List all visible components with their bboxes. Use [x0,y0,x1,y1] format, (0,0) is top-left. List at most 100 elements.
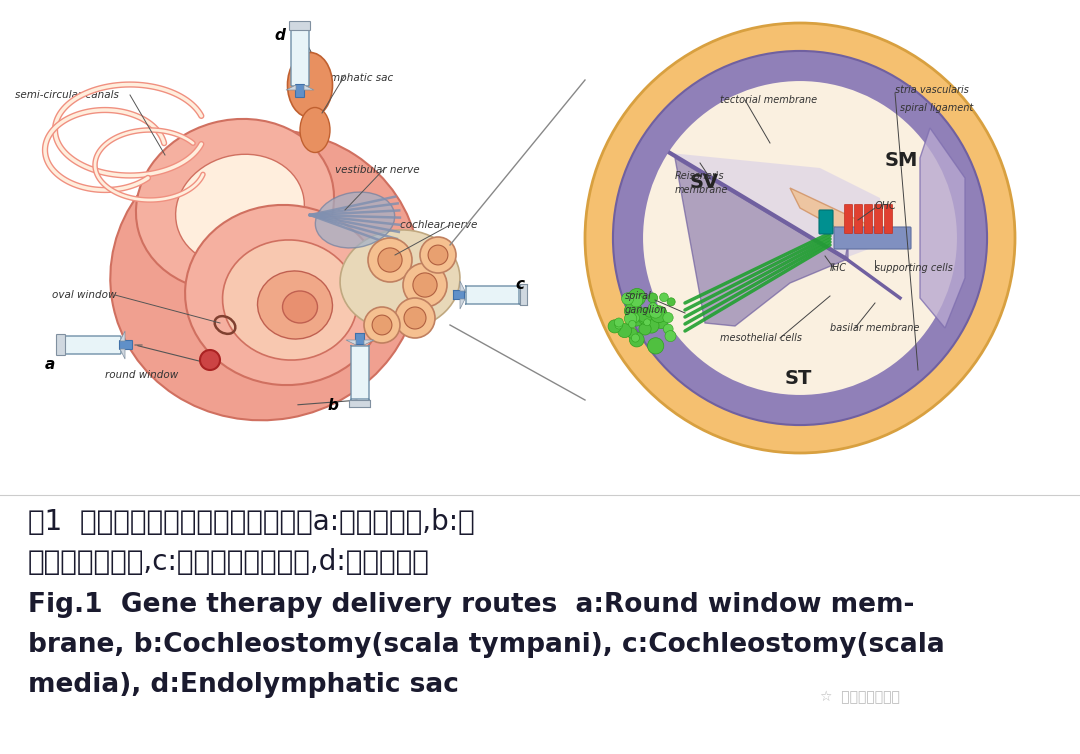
Ellipse shape [315,192,394,248]
Ellipse shape [340,230,460,330]
Circle shape [648,314,659,325]
Circle shape [612,303,629,319]
Text: b: b [327,397,338,412]
Circle shape [200,350,220,370]
Polygon shape [120,331,125,341]
Polygon shape [670,153,885,258]
FancyBboxPatch shape [465,286,519,304]
Circle shape [671,302,685,317]
FancyBboxPatch shape [296,84,305,97]
Circle shape [403,263,447,307]
Ellipse shape [176,155,305,265]
Text: OHC: OHC [875,201,896,211]
Ellipse shape [283,291,318,323]
FancyBboxPatch shape [834,227,912,249]
Ellipse shape [185,205,384,385]
Text: supporting cells: supporting cells [875,263,953,273]
Circle shape [373,315,392,335]
Circle shape [665,331,672,338]
Text: spiral ligament: spiral ligament [900,103,973,113]
Polygon shape [789,188,885,243]
Text: tectorial membrane: tectorial membrane [720,95,818,105]
Polygon shape [364,340,374,345]
Circle shape [637,316,644,322]
Polygon shape [303,85,314,90]
Text: semi-circular canals: semi-circular canals [15,90,119,100]
Circle shape [378,248,402,272]
Circle shape [638,308,653,324]
Polygon shape [286,85,296,90]
Circle shape [621,307,627,313]
Circle shape [615,309,632,326]
Text: c: c [515,277,525,292]
Circle shape [652,299,663,309]
Circle shape [420,237,456,273]
Circle shape [661,317,674,331]
Circle shape [626,284,644,302]
Ellipse shape [287,53,333,118]
Circle shape [632,336,642,346]
Text: spiral: spiral [625,291,652,301]
FancyBboxPatch shape [120,341,133,350]
Text: SM: SM [885,151,918,170]
Text: Fig.1  Gene therapy delivery routes  a:Round window mem-: Fig.1 Gene therapy delivery routes a:Rou… [28,592,915,618]
Circle shape [368,238,411,282]
Circle shape [643,81,957,395]
Circle shape [631,302,644,315]
Polygon shape [346,340,356,345]
Circle shape [640,333,649,342]
Text: vestibular nerve: vestibular nerve [335,165,420,175]
Polygon shape [460,299,465,309]
Text: 图1  耳蜗基因治疗导入途径示意图。a:圆窗膜注射,b:耳: 图1 耳蜗基因治疗导入途径示意图。a:圆窗膜注射,b:耳 [28,508,475,536]
FancyBboxPatch shape [854,204,863,234]
Text: stria vascularis: stria vascularis [895,85,969,95]
Circle shape [648,311,660,324]
Circle shape [620,330,636,347]
Circle shape [413,273,437,297]
Text: ☆  中华耳科学杂志: ☆ 中华耳科学杂志 [820,690,900,704]
Circle shape [613,51,987,425]
Polygon shape [675,158,848,326]
FancyBboxPatch shape [355,333,365,345]
FancyBboxPatch shape [291,29,309,86]
Circle shape [661,294,673,306]
FancyBboxPatch shape [56,335,66,355]
FancyBboxPatch shape [819,210,833,234]
Polygon shape [120,349,125,359]
Circle shape [657,333,670,346]
Circle shape [659,304,672,317]
Circle shape [364,307,400,343]
Circle shape [636,311,648,323]
Text: 蜗侧壁鼓阶注射,c:耳蜗侧壁中阶注射,d:淋巴囊注射: 蜗侧壁鼓阶注射,c:耳蜗侧壁中阶注射,d:淋巴囊注射 [28,548,430,576]
FancyBboxPatch shape [64,336,121,354]
Ellipse shape [110,130,420,420]
Text: endolymphatic sac: endolymphatic sac [295,73,393,83]
Circle shape [651,315,659,322]
Circle shape [637,288,652,302]
FancyBboxPatch shape [519,284,528,305]
Circle shape [638,312,656,329]
Circle shape [659,316,666,323]
Text: d: d [274,27,285,42]
Text: oval window: oval window [52,290,117,300]
Text: media), d:Endolymphatic sac: media), d:Endolymphatic sac [28,672,459,698]
Circle shape [620,317,629,326]
Text: mesothelial cells: mesothelial cells [720,333,802,343]
Circle shape [404,307,426,329]
Circle shape [649,305,662,318]
Circle shape [585,23,1015,453]
Circle shape [624,325,635,336]
FancyBboxPatch shape [875,204,882,234]
Circle shape [624,308,635,319]
Polygon shape [920,128,966,328]
Ellipse shape [300,108,330,152]
Text: a: a [45,357,55,372]
Circle shape [650,319,661,330]
FancyBboxPatch shape [453,290,465,299]
Circle shape [642,315,650,325]
Text: brane, b:Cochleostomy(scala tympani), c:Cochleostomy(scala: brane, b:Cochleostomy(scala tympani), c:… [28,632,945,658]
Circle shape [633,312,648,327]
FancyBboxPatch shape [864,204,873,234]
Text: IHC: IHC [831,263,847,273]
Text: membrane: membrane [675,185,728,195]
